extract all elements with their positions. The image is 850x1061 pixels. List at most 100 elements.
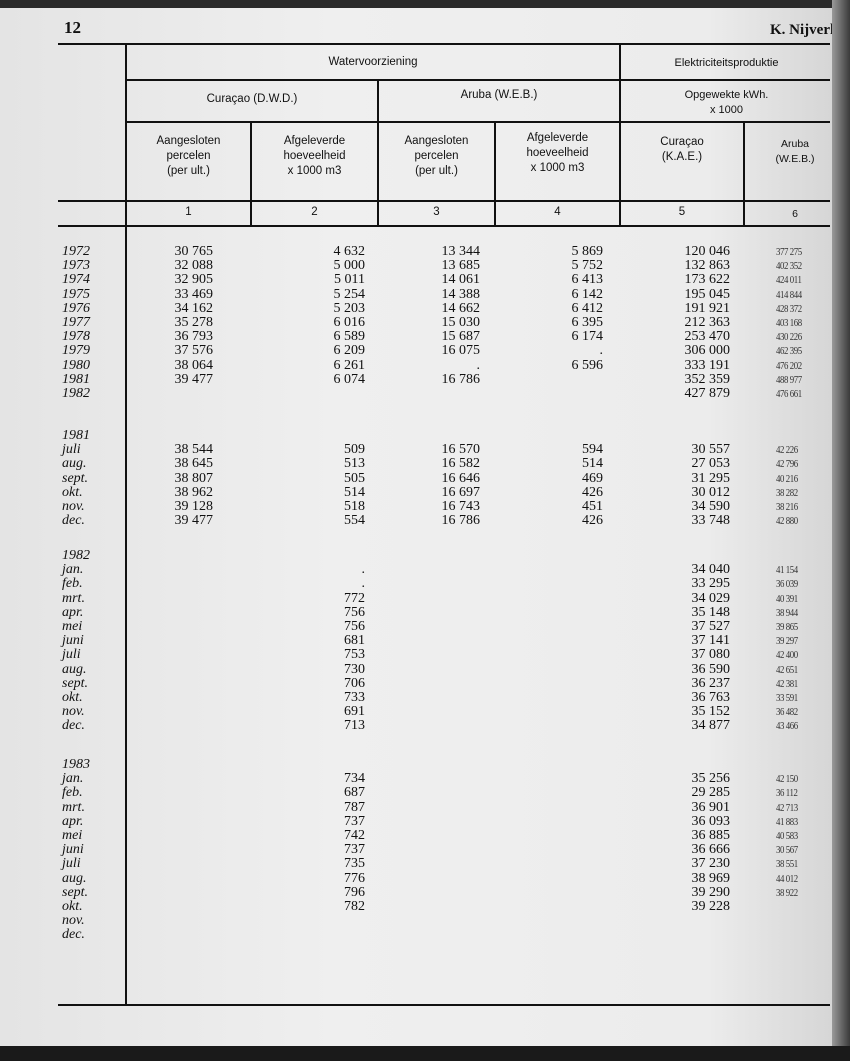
cell-col4: 514	[582, 456, 603, 472]
table-row: jan. 734 35 256 42 150	[0, 771, 832, 787]
cell-col3: 16 786	[441, 371, 481, 387]
cell-col2: 6 261	[333, 357, 366, 373]
cell-col5: 195 045	[684, 286, 731, 302]
cell-col2: 6 016	[333, 315, 366, 330]
cell-col2: .	[361, 562, 366, 578]
table-row: mei 756 37 527 39 865	[0, 619, 832, 634]
cell-col5: 132 863	[684, 258, 731, 274]
table-row: aug. 730 36 590 42 651	[0, 661, 832, 677]
cell-col2: 796	[344, 884, 365, 900]
cell-col3: 14 662	[441, 300, 481, 316]
table-row: apr. 756 35 148 38 944	[0, 605, 832, 620]
table-row: 1978 36 793 6 589 15 687 6 174 253 470 430 226	[0, 329, 832, 344]
book-page-edge	[832, 0, 850, 1061]
cell-col2: 733	[344, 690, 365, 705]
cell-col4: 451	[582, 499, 603, 514]
cell-col6: 42 713	[776, 801, 798, 814]
cell-col5: 35 152	[691, 704, 731, 720]
table-row: 1979 37 576 6 209 16 075. 306 000 462 395	[0, 344, 832, 358]
header-line: (per ult.)	[167, 165, 210, 177]
cell-col5: 35 256	[691, 771, 731, 787]
cell-col6: 424 011	[776, 274, 802, 287]
table-row: feb.. 33 295 36 039	[0, 577, 832, 591]
header-rule-2	[125, 121, 830, 123]
table-row: dec. 39 477 554 16 786 426 33 748 42 880	[0, 513, 832, 528]
header-bottom-rule	[58, 225, 830, 227]
cell-col6: 44 012	[776, 872, 798, 885]
cell-col4: 6 142	[571, 286, 604, 302]
cell-col5: 212 363	[684, 315, 731, 330]
row-label: mrt.	[62, 590, 85, 606]
cell-col2: 742	[344, 828, 365, 843]
cell-col6: 41 154	[776, 564, 798, 577]
header-line: x 1000 m3	[287, 165, 342, 177]
cell-col4: 6 395	[571, 315, 604, 330]
cell-col2: 4 632	[333, 244, 366, 259]
header-curacao-dwd: Curaçao (D.W.D.)	[206, 93, 298, 105]
header-col6: Aruba (W.E.B.)	[745, 137, 845, 167]
cell-col6: 42 150	[776, 773, 798, 786]
col-number: 3	[433, 206, 440, 218]
cell-col6: 40 216	[776, 472, 798, 485]
cell-col2: 734	[344, 771, 365, 787]
cell-col6: 40 391	[776, 592, 798, 605]
table-row: 1980 38 064 6 261. 6 596 333 191 476 202	[0, 357, 832, 373]
cell-col2: 6 209	[333, 343, 366, 359]
row-label: jan.	[62, 771, 84, 787]
cell-col6: 42 651	[776, 663, 798, 676]
cell-col5: 36 237	[691, 675, 731, 691]
cell-col6: 33 591	[776, 692, 798, 704]
cell-col6: 38 282	[776, 486, 798, 499]
cell-col6: 42 796	[776, 458, 798, 471]
table-row: 1981 39 477 6 074 16 786 352 359 488 977	[0, 371, 832, 387]
table-top-rule	[58, 43, 830, 45]
cell-col5: 31 295	[691, 470, 731, 486]
cell-col2: 5 203	[333, 300, 366, 316]
block-year-heading: 1981	[62, 428, 90, 443]
cell-col5: 37 230	[691, 856, 731, 872]
cell-col5: 306 000	[684, 343, 731, 359]
cell-col3: 16 582	[441, 456, 481, 472]
table-row: aug. 38 645 513 16 582 514 27 053 42 796	[0, 457, 832, 471]
row-label: aug.	[62, 661, 87, 677]
table-row: jan.. 34 040 41 154	[0, 562, 832, 578]
cell-col4: 426	[582, 484, 603, 500]
table-row: apr. 737 36 093 41 883	[0, 814, 832, 829]
col-divider	[743, 121, 745, 226]
cell-col5: 27 053	[691, 456, 731, 472]
cell-col4: .	[599, 343, 604, 359]
block-year-heading: 1982	[62, 548, 90, 563]
row-label: nov.	[62, 499, 85, 514]
table-row: 1976 34 162 5 203 14 662 6 412 191 921 428 372	[0, 300, 832, 316]
table-row: nov. 691 35 152 36 482	[0, 704, 832, 720]
cell-col6: 41 883	[776, 815, 798, 828]
cell-col6: 42 226	[776, 444, 798, 457]
cell-col6: 488 977	[776, 373, 802, 386]
row-label: sept.	[62, 675, 89, 691]
row-label: okt.	[62, 899, 83, 914]
cell-col1: 37 576	[174, 343, 214, 359]
col-number: 1	[185, 206, 192, 218]
table-bottom-rule	[58, 1004, 830, 1006]
block-heading-row: 1983	[0, 757, 832, 772]
cell-col2: 730	[344, 661, 365, 677]
table-row: 1975 33 469 5 254 14 388 6 142 195 045 414 844	[0, 286, 832, 302]
stub-divider	[125, 43, 127, 1005]
cell-col5: 352 359	[684, 371, 731, 387]
cell-col5: 36 901	[691, 799, 731, 815]
cell-col2: 772	[344, 590, 365, 606]
cell-col6: 42 880	[776, 515, 798, 528]
col-number: 6	[792, 208, 798, 220]
cell-col2: 505	[344, 470, 365, 486]
row-label: sept.	[62, 470, 89, 486]
cell-col3: 16 646	[441, 470, 481, 486]
header-rule-3	[58, 200, 830, 202]
table-row: feb. 687 29 285 36 112	[0, 786, 832, 800]
row-label: 1981	[62, 371, 90, 387]
header-elektriciteit: Elektriciteitsproduktie	[674, 57, 779, 69]
cell-col6: 377 275	[776, 246, 802, 258]
table-row: aug. 776 38 969 44 012	[0, 871, 832, 886]
table-row: 1974 32 905 5 011 14 061 6 413 173 622 424 011	[0, 273, 832, 287]
header-line: Aangesloten	[156, 135, 221, 147]
cell-col5: 29 285	[691, 785, 731, 801]
